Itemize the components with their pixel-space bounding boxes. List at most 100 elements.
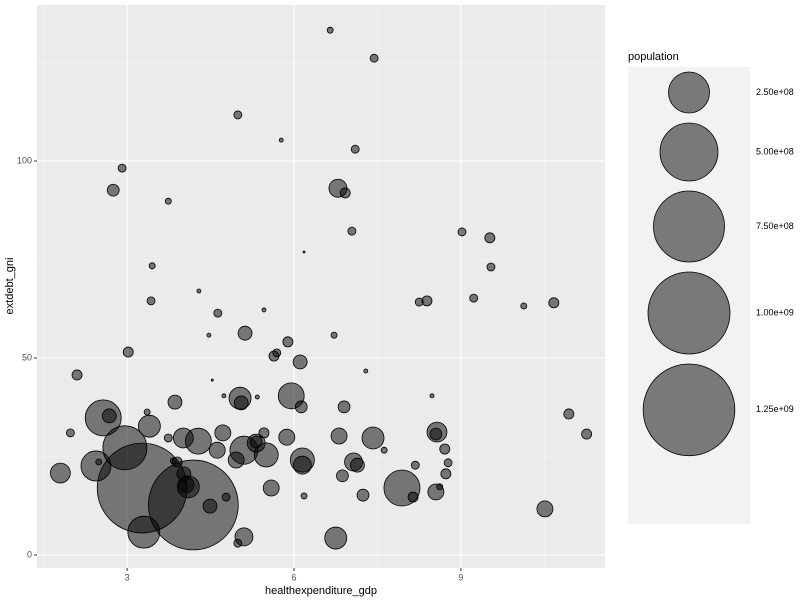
bubble <box>50 462 71 484</box>
legend-label: 5.00e+08 <box>756 146 794 156</box>
bubble <box>410 460 420 470</box>
bubble <box>221 393 227 399</box>
bubble <box>350 144 360 154</box>
bubble <box>262 479 280 497</box>
bubble <box>292 354 308 370</box>
bubble <box>221 492 231 502</box>
bubble <box>326 26 334 34</box>
bubble <box>336 469 349 483</box>
bubble <box>278 137 284 143</box>
bubble <box>429 427 443 441</box>
bubble <box>106 183 120 197</box>
bubble <box>164 197 172 205</box>
bubble <box>137 414 161 438</box>
legend-title: population <box>628 51 679 63</box>
x-tick-label: 3 <box>125 572 130 582</box>
bubble <box>337 400 351 414</box>
bubble <box>581 428 593 440</box>
bubble <box>440 468 452 480</box>
bubble <box>563 408 575 420</box>
bubble <box>163 433 173 443</box>
y-tick-label: 100 <box>17 155 32 165</box>
bubble <box>324 526 348 550</box>
bubble <box>254 394 260 400</box>
bubble <box>536 500 554 518</box>
bubble <box>380 446 388 454</box>
bubble <box>330 427 348 445</box>
bubble <box>261 307 267 313</box>
bubble <box>213 308 223 318</box>
legend-key <box>647 271 731 355</box>
bubble <box>148 262 156 270</box>
bubble <box>278 428 296 446</box>
bubble <box>196 288 202 294</box>
bubble <box>421 295 433 307</box>
bubble <box>443 458 453 468</box>
bubble <box>361 426 385 450</box>
bubble <box>369 53 379 63</box>
legend-key <box>642 363 736 457</box>
bubble <box>339 187 351 199</box>
bubble <box>167 394 183 410</box>
y-tick-label: 0 <box>27 549 32 559</box>
bubble <box>436 483 444 491</box>
bubble <box>363 368 369 374</box>
bubble <box>206 332 212 338</box>
bubble <box>439 443 451 455</box>
y-tick-label: 50 <box>22 352 32 362</box>
bubble <box>484 232 496 244</box>
x-tick-label: 9 <box>458 572 463 582</box>
bubble <box>520 302 528 310</box>
legend-key <box>659 122 719 182</box>
legend-key <box>668 71 710 114</box>
bubble <box>233 538 243 548</box>
x-tick-label: 6 <box>292 572 297 582</box>
bubble <box>300 492 308 500</box>
bubble <box>407 491 419 503</box>
bubble <box>486 262 496 272</box>
bubble <box>122 346 134 358</box>
bubble <box>227 451 245 469</box>
bubble <box>356 488 370 502</box>
bubble <box>282 336 294 348</box>
bubble <box>237 325 253 341</box>
bubble <box>95 458 103 466</box>
legend-label: 1.25e+09 <box>756 404 794 414</box>
y-axis-title: extdebt_gni <box>4 258 16 315</box>
bubble <box>210 378 214 382</box>
bubble <box>71 369 83 381</box>
bubble <box>253 442 279 468</box>
bubble <box>347 226 357 236</box>
bubble <box>202 498 218 514</box>
bubble <box>268 350 280 362</box>
bubble <box>233 110 243 120</box>
bubble <box>176 475 200 499</box>
bubble <box>117 163 127 173</box>
bubble <box>330 331 338 339</box>
bubble <box>184 427 212 455</box>
bubble <box>294 400 308 414</box>
bubble <box>208 441 226 459</box>
bubble <box>101 408 117 424</box>
bubble <box>429 393 435 399</box>
bubble <box>302 250 306 254</box>
legend-label: 1.00e+09 <box>756 307 794 317</box>
bubble <box>457 227 467 237</box>
bubble <box>146 296 156 306</box>
bubble <box>350 457 365 473</box>
bubble <box>548 297 560 309</box>
legend-label: 2.50e+08 <box>756 87 794 97</box>
bubble <box>148 459 239 551</box>
x-axis-title: healthexpenditure_gdp <box>265 585 377 597</box>
bubble <box>233 395 249 411</box>
bubble <box>127 515 161 549</box>
bubble <box>292 455 312 475</box>
bubble <box>469 293 479 303</box>
bubble <box>214 424 232 442</box>
bubble <box>65 428 75 438</box>
legend-label: 7.50e+08 <box>756 221 794 231</box>
legend-key <box>653 190 725 263</box>
bubble <box>143 408 151 416</box>
